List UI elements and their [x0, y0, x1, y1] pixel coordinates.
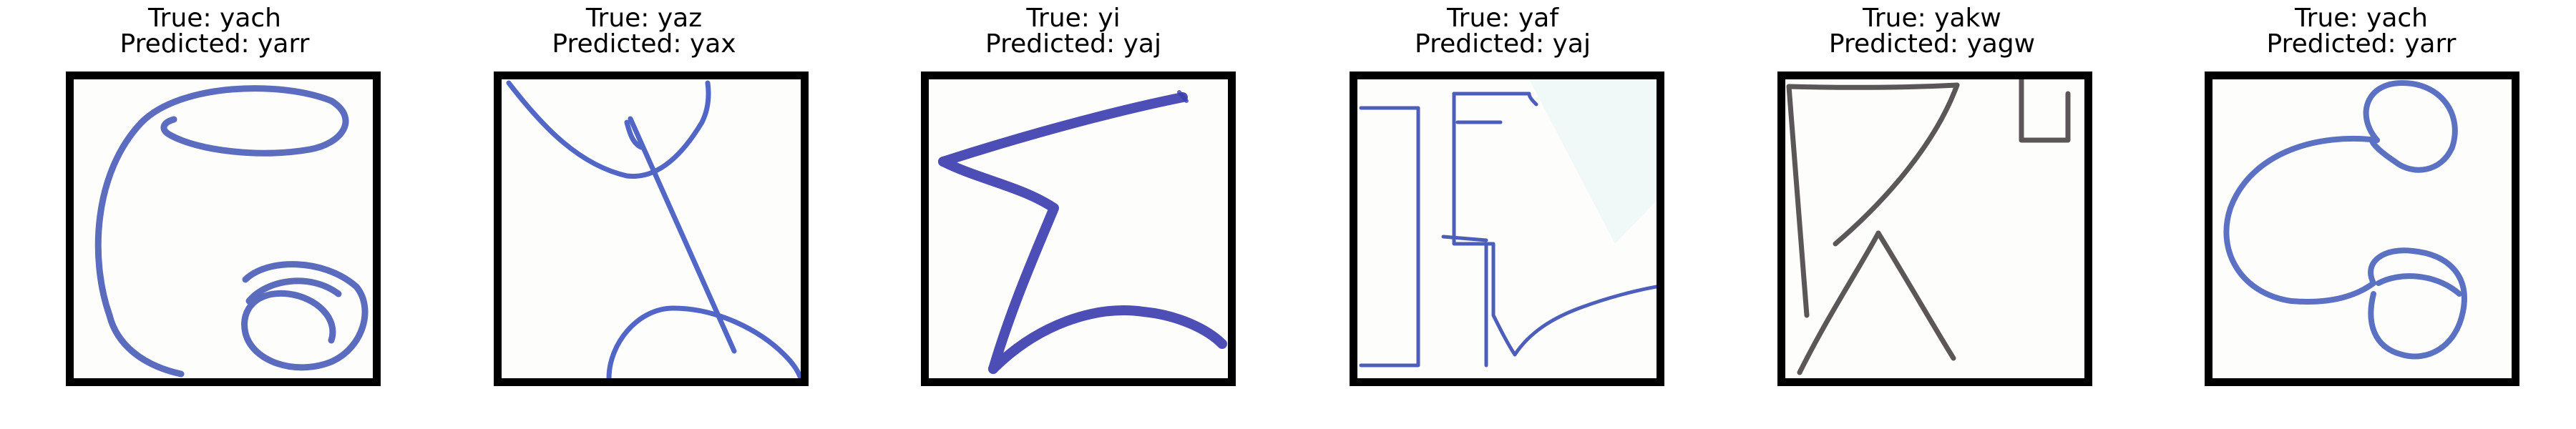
glyph-image-2 — [494, 72, 809, 386]
sample-panel-3: True: yi Predicted: yaj — [859, 0, 1288, 429]
predicted-label: Predicted: yax — [552, 29, 736, 59]
glyph-image-3 — [921, 72, 1236, 386]
true-label: True: yach — [2294, 4, 2428, 33]
glyph-image-6 — [2205, 72, 2519, 386]
glyph-image-5 — [1777, 72, 2092, 386]
sample-panel-4: True: yaf Predicted: yaj — [1288, 0, 1717, 429]
predicted-label: Predicted: yarr — [2266, 29, 2457, 59]
handwritten-glyph-6 — [2223, 80, 2467, 360]
sample-panel-1: True: yach Predicted: yarr — [0, 0, 429, 429]
predicted-label: Predicted: yaj — [1415, 29, 1591, 59]
sample-panel-6: True: yach Predicted: yarr — [2147, 0, 2576, 429]
sample-panel-2: True: yaz Predicted: yax — [429, 0, 859, 429]
predicted-label: Predicted: yagw — [1828, 29, 2036, 59]
predicted-label: Predicted: yaj — [985, 29, 1161, 59]
handwritten-glyph-1 — [94, 85, 369, 378]
predicted-label: Predicted: yarr — [119, 29, 310, 59]
true-label: True: yach — [147, 4, 281, 33]
glyph-image-4 — [1350, 72, 1664, 386]
handwritten-glyph-3 — [938, 90, 1227, 374]
handwritten-glyph-2 — [506, 80, 801, 378]
true-label: True: yi — [1026, 4, 1121, 33]
sample-panel-5: True: yakw Predicted: yagw — [1717, 0, 2147, 429]
true-label: True: yaf — [1446, 4, 1559, 33]
true-label: True: yakw — [1863, 4, 2001, 33]
glyph-image-1 — [66, 72, 381, 386]
handwritten-glyph-4 — [1359, 79, 1657, 368]
handwritten-glyph-5 — [1786, 79, 2071, 375]
true-label: True: yaz — [585, 4, 703, 33]
